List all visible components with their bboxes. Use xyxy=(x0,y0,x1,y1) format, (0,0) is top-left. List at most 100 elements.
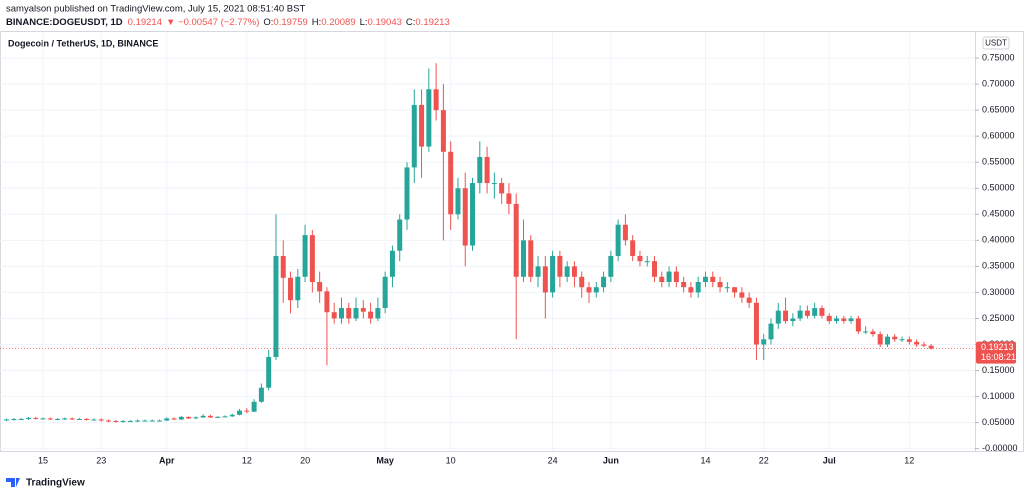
candle-body xyxy=(579,276,585,288)
candle-body xyxy=(542,266,548,293)
ohlc-value: 0.19043 xyxy=(368,17,402,28)
candle-body xyxy=(520,240,526,277)
candle-body xyxy=(368,311,374,319)
y-tick-label: 0.25000 xyxy=(982,313,1015,323)
candle-body xyxy=(164,418,170,421)
candle-body xyxy=(739,292,745,298)
candle-body xyxy=(506,193,512,204)
candle-body xyxy=(746,297,752,303)
candle-body xyxy=(33,417,39,419)
x-tick-label: Jun xyxy=(603,455,619,465)
last-price-label: 0.19213 xyxy=(981,342,1014,352)
candle-body xyxy=(62,418,68,420)
candle-body xyxy=(309,235,315,282)
x-tick-label: Jul xyxy=(823,455,836,465)
candle-body xyxy=(135,420,141,422)
candle-body xyxy=(106,420,112,422)
candle-body xyxy=(433,89,439,111)
candle-body xyxy=(550,255,556,293)
y-tick-label: 0.50000 xyxy=(982,183,1015,193)
candle-body xyxy=(98,419,104,421)
candle-body xyxy=(768,323,774,340)
y-tick-label: 0.55000 xyxy=(982,157,1015,167)
ohlc-label: O: xyxy=(263,17,273,28)
candle-body xyxy=(812,308,818,316)
candle-body xyxy=(40,418,46,420)
candle-body xyxy=(426,89,432,147)
candle-body xyxy=(280,255,286,278)
change: ▼ −0.00547 (−2.77%) xyxy=(166,17,259,28)
candle-body xyxy=(681,281,687,288)
y-tick-label: 0.05000 xyxy=(982,417,1015,427)
y-tick-label: 0.40000 xyxy=(982,235,1015,245)
candle-body xyxy=(914,341,920,345)
chart-title: Dogecoin / TetherUS, 1D, BINANCE xyxy=(8,38,158,48)
candle-body xyxy=(193,417,199,419)
candle-body xyxy=(797,310,803,319)
candle-body xyxy=(222,416,228,418)
candle-body xyxy=(120,421,126,423)
candle-body xyxy=(571,266,577,277)
y-tick-label: 0.10000 xyxy=(982,391,1015,401)
candle-body xyxy=(324,291,330,313)
candle-body xyxy=(200,415,206,418)
candle-body xyxy=(826,315,832,322)
candle-body xyxy=(586,287,592,293)
x-tick-label: 10 xyxy=(446,455,456,465)
x-tick-label: 14 xyxy=(700,455,710,465)
y-tick-label: 0.35000 xyxy=(982,261,1015,271)
candle-body xyxy=(564,266,570,277)
candle-body xyxy=(819,308,825,316)
candle-body xyxy=(783,310,789,322)
candle-body xyxy=(331,312,337,319)
candle-body xyxy=(360,308,366,312)
candle-body xyxy=(491,183,497,185)
candle-body xyxy=(484,156,490,184)
candle-body xyxy=(382,276,388,309)
candle-body xyxy=(91,419,97,421)
x-tick-label: 20 xyxy=(300,455,310,465)
ohlc-label: H: xyxy=(312,17,322,28)
y-tick-label: 0.60000 xyxy=(982,131,1015,141)
candle-body xyxy=(710,276,716,282)
candle-body xyxy=(237,410,243,415)
brand: TradingView xyxy=(26,478,85,489)
y-tick-label: 0.70000 xyxy=(982,78,1015,88)
candle-body xyxy=(848,318,854,322)
ohlc-value: 0.19759 xyxy=(273,17,307,28)
candle-body xyxy=(4,419,10,421)
candle-body xyxy=(47,418,53,420)
candle-body xyxy=(608,255,614,277)
candle-body xyxy=(353,308,359,319)
candle-body xyxy=(11,418,17,420)
x-tick-label: Apr xyxy=(159,455,175,465)
candle-body xyxy=(251,401,257,412)
candle-body xyxy=(244,410,250,412)
x-tick-label: 12 xyxy=(904,455,914,465)
candle-body xyxy=(84,418,90,420)
candle-body xyxy=(513,203,519,277)
x-tick-label: 12 xyxy=(242,455,252,465)
candle-body xyxy=(127,421,133,423)
candle-body xyxy=(732,287,738,293)
ticker-line: BINANCE:DOGEUSDT, 1D 0.19214 ▼ −0.00547 (−… xyxy=(6,17,450,28)
candle-body xyxy=(397,219,403,251)
candle-body xyxy=(535,266,541,277)
candle-body xyxy=(666,271,672,282)
candle-body xyxy=(470,183,476,246)
candle-body xyxy=(171,418,177,420)
candle-body xyxy=(557,255,563,277)
x-tick-label: 15 xyxy=(38,455,48,465)
candle-body xyxy=(448,151,454,215)
candle-body xyxy=(499,183,505,194)
y-tick-label: -0.00000 xyxy=(982,443,1018,453)
x-tick-label: 22 xyxy=(759,455,769,465)
candle-body xyxy=(644,261,650,263)
candle-body xyxy=(928,345,934,349)
candle-body xyxy=(834,318,840,322)
candle-body xyxy=(404,167,410,220)
last-price-box xyxy=(976,341,1016,364)
candle-body xyxy=(440,110,446,152)
y-tick-label: 0.65000 xyxy=(982,104,1015,114)
last-price: 0.19214 xyxy=(128,17,162,28)
